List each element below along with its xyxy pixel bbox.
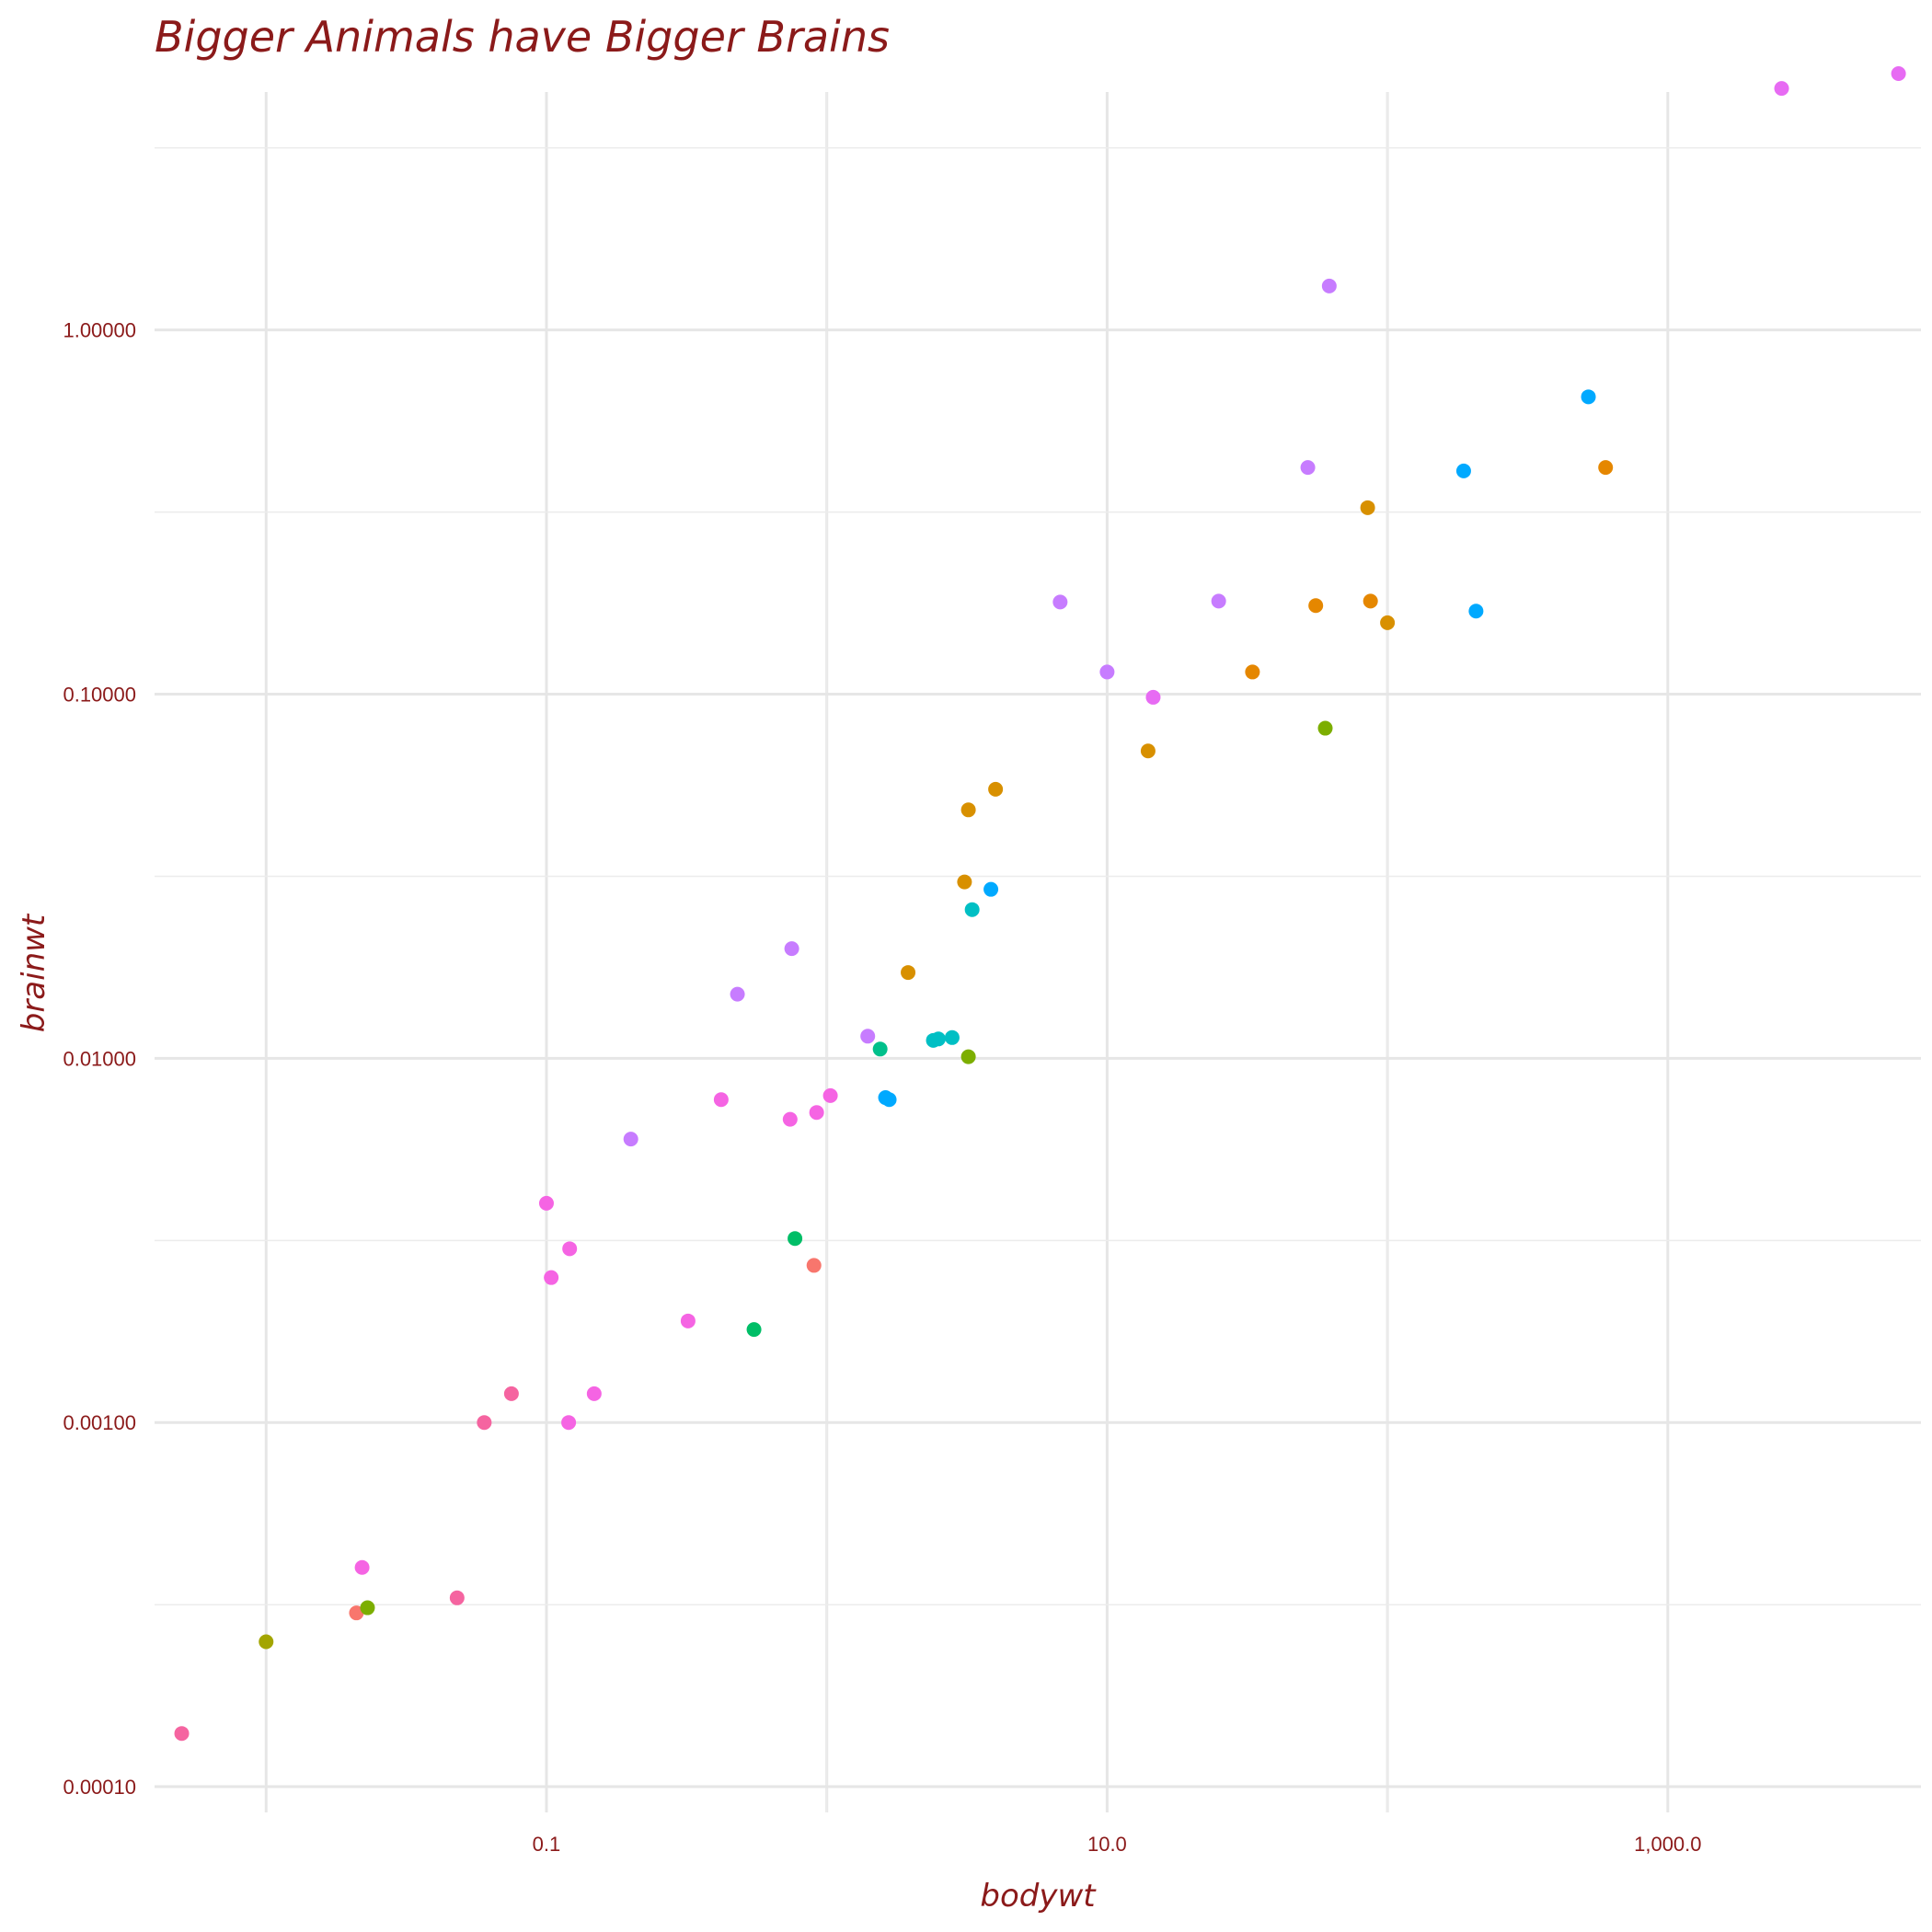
data-point xyxy=(1245,664,1260,680)
data-points xyxy=(174,66,1906,1742)
data-point xyxy=(860,1029,876,1044)
data-point xyxy=(1145,689,1161,705)
data-point xyxy=(538,1195,554,1211)
data-point xyxy=(960,802,976,818)
x-axis-title: bodywt xyxy=(980,1878,1097,1915)
data-point xyxy=(1363,593,1378,609)
y-tick-label: 0.00100 xyxy=(63,1411,136,1434)
data-point xyxy=(983,881,999,897)
y-tick-label: 1.00000 xyxy=(63,319,136,342)
data-point xyxy=(806,1258,822,1273)
data-point xyxy=(1308,598,1324,614)
data-point xyxy=(561,1415,577,1431)
data-point xyxy=(354,1559,370,1575)
data-point xyxy=(944,1029,960,1045)
data-point xyxy=(1300,460,1316,476)
data-point xyxy=(360,1600,375,1616)
data-point xyxy=(1099,664,1115,680)
data-point xyxy=(174,1726,190,1742)
data-point xyxy=(1380,615,1396,630)
data-point xyxy=(1052,594,1068,610)
x-tick-labels: 0.1 10.0 1,000.0 xyxy=(533,1833,1702,1856)
data-point xyxy=(930,1031,946,1047)
data-point xyxy=(1317,720,1333,736)
y-tick-label: 0.01000 xyxy=(63,1047,136,1070)
data-point xyxy=(1360,500,1375,515)
y-tick-labels: 0.00010 0.00100 0.01000 0.10000 1.00000 xyxy=(63,319,136,1799)
chart-title: Bigger Animals have Bigger Brains xyxy=(155,12,890,62)
data-point xyxy=(1211,593,1226,609)
data-point xyxy=(960,1049,976,1064)
data-point xyxy=(957,874,972,890)
data-point xyxy=(1468,604,1484,619)
data-point xyxy=(788,1231,803,1247)
data-point xyxy=(713,1092,729,1108)
data-point xyxy=(1140,743,1156,759)
grid xyxy=(155,92,1921,1812)
data-point xyxy=(349,1605,364,1621)
data-point xyxy=(1455,463,1471,478)
x-tick-label: 0.1 xyxy=(533,1833,561,1856)
data-point xyxy=(1581,389,1596,405)
data-point xyxy=(562,1241,578,1257)
data-point xyxy=(784,941,799,957)
data-point xyxy=(964,902,980,917)
data-point xyxy=(544,1270,559,1285)
x-tick-label: 1,000.0 xyxy=(1634,1833,1701,1856)
data-point xyxy=(259,1634,274,1650)
data-point xyxy=(872,1041,888,1057)
data-point xyxy=(623,1132,638,1147)
data-point xyxy=(477,1415,492,1431)
data-point xyxy=(1891,66,1906,81)
data-point xyxy=(901,965,916,981)
y-tick-label: 0.00010 xyxy=(63,1776,136,1799)
data-point xyxy=(1321,278,1337,293)
data-point xyxy=(1774,81,1789,97)
y-axis-title: brainwt xyxy=(16,913,52,1032)
data-point xyxy=(1598,460,1614,476)
y-tick-label: 0.10000 xyxy=(63,683,136,706)
data-point xyxy=(822,1087,838,1103)
x-tick-label: 10.0 xyxy=(1087,1833,1127,1856)
data-point xyxy=(586,1386,602,1401)
data-point xyxy=(881,1092,897,1108)
data-point xyxy=(809,1105,824,1121)
data-point xyxy=(730,986,745,1002)
data-point xyxy=(680,1313,696,1328)
data-point xyxy=(988,781,1004,797)
data-point xyxy=(782,1111,798,1127)
data-point xyxy=(503,1386,519,1401)
data-point xyxy=(746,1322,762,1338)
data-point xyxy=(449,1590,465,1605)
